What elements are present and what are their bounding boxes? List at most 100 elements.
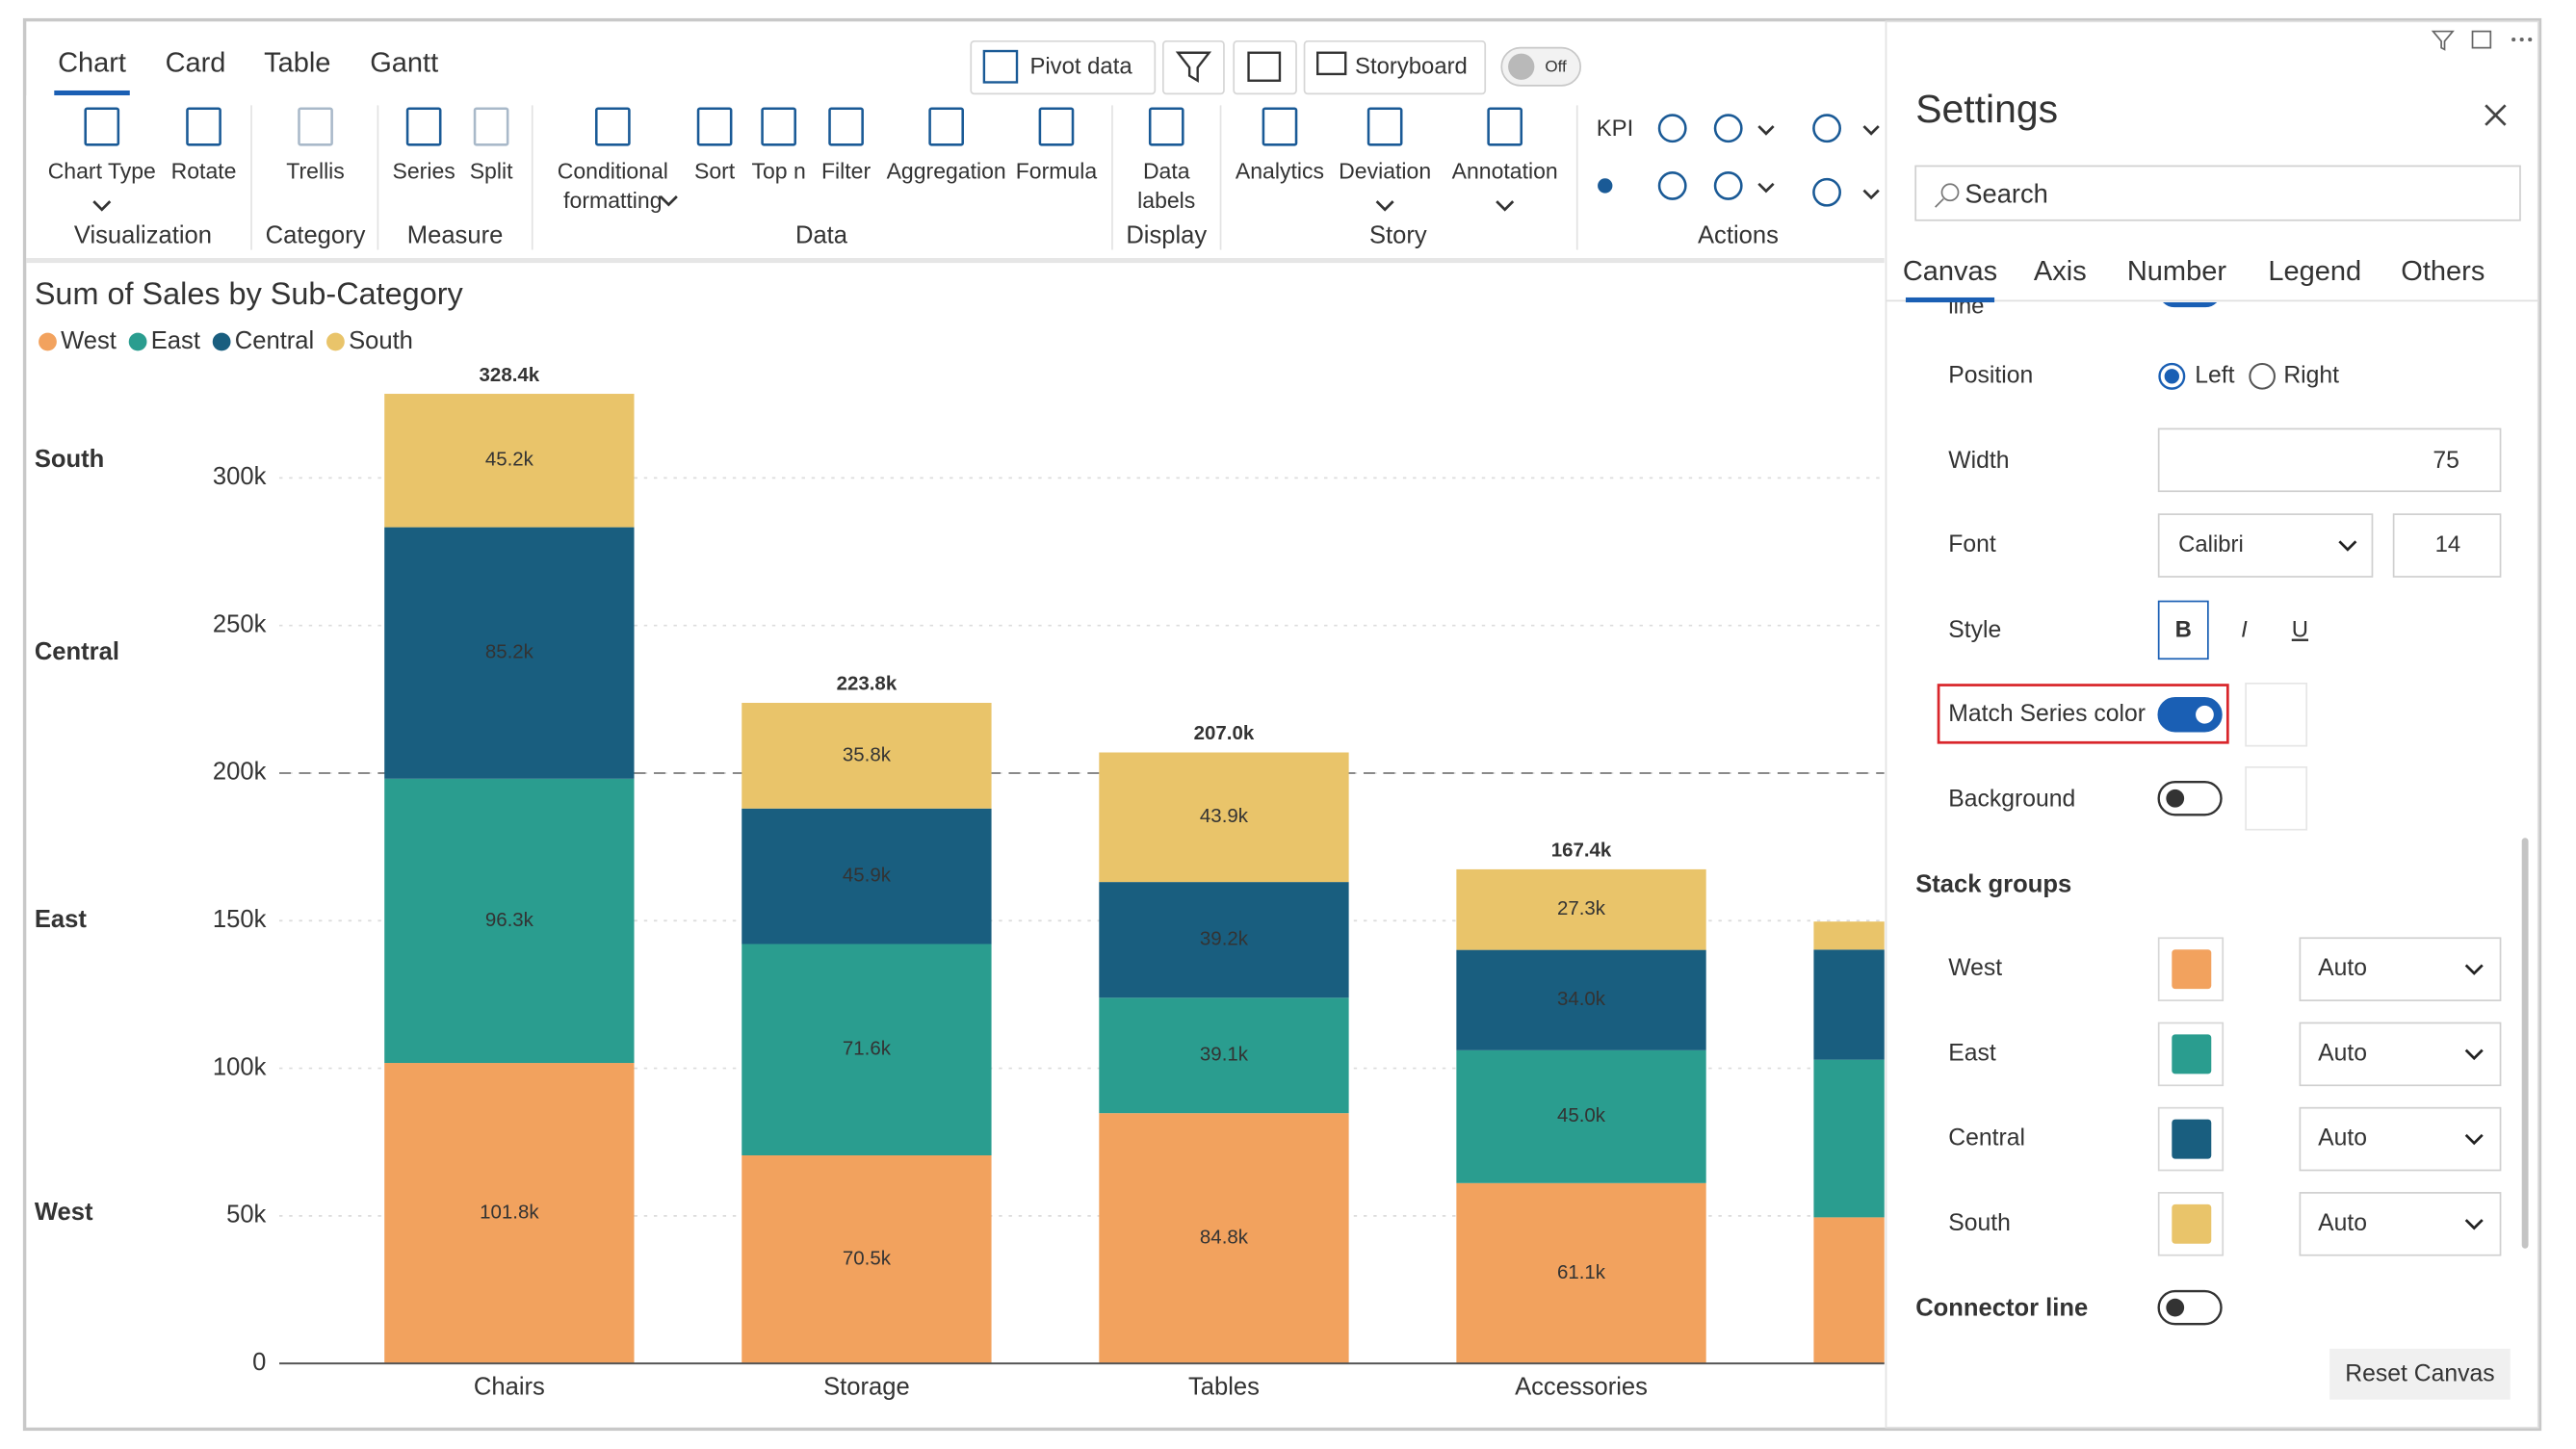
ribbon-label[interactable]: Annotation (1452, 158, 1558, 183)
plot-area: 101.8k 96.3k 85.2k 45.2k 328.4k 70.5k 71.6k 45.… (279, 364, 1885, 1364)
settings-scroll: line Position Left Right Width 75 Font Calibri 1… (1915, 302, 2502, 1326)
settings-tab[interactable]: Others (2401, 256, 2485, 287)
mode-dropdown[interactable] (2299, 1192, 2502, 1256)
ribbon-group-label: Visualization (74, 222, 212, 249)
color-fill (2172, 1203, 2212, 1244)
table-icon (1247, 51, 1282, 82)
ribbon-label[interactable]: Deviation (1339, 158, 1431, 183)
settings-tab[interactable]: Number (2127, 256, 2226, 287)
ribbon-label[interactable]: labels (1137, 188, 1195, 213)
data-label: 70.5k (843, 1247, 892, 1269)
radio-dot (2164, 369, 2180, 384)
color-swatch[interactable] (2245, 766, 2308, 831)
legend-label[interactable]: South (349, 327, 413, 354)
ribbon-icon (928, 107, 964, 146)
reset-button[interactable] (2329, 1348, 2511, 1400)
number-input[interactable] (2157, 427, 2502, 493)
view-tab[interactable]: Card (166, 47, 226, 78)
view-tab[interactable]: Gantt (370, 47, 438, 78)
bar-segment (1099, 997, 1349, 1114)
ribbon-group-label: Actions (1698, 222, 1779, 249)
more-dot (2519, 38, 2524, 42)
mode-dropdown[interactable] (2299, 1022, 2502, 1087)
data-label: 101.8k (480, 1201, 539, 1223)
section-title: Stack groups (1915, 870, 2071, 897)
ribbon-label[interactable]: Top n (751, 158, 805, 183)
reset-label[interactable]: Reset Canvas (2345, 1361, 2494, 1387)
ribbon-shadow (26, 257, 1885, 264)
button-label: Pivot data (1029, 53, 1132, 79)
setting-label: West (1948, 955, 2002, 981)
bar-segment (1099, 752, 1349, 883)
ribbon-label[interactable]: Sort (694, 158, 736, 183)
mode-dropdown[interactable] (2299, 937, 2502, 1001)
data-label: 45.9k (843, 865, 892, 887)
data-label: 39.1k (1200, 1044, 1249, 1066)
toggle-knob (2166, 789, 2185, 808)
ribbon (26, 95, 1885, 258)
ribbon-icon (186, 107, 221, 146)
total-label: 223.8k (837, 673, 898, 695)
ribbon-icon (405, 107, 442, 146)
style-option[interactable]: I (2241, 617, 2248, 643)
search-box[interactable] (1914, 165, 2521, 221)
filter-button[interactable] (1161, 39, 1225, 95)
view-tab[interactable]: Chart (58, 47, 126, 78)
input-value: 75 (2433, 448, 2459, 474)
ribbon-label[interactable]: Aggregation (887, 158, 1006, 183)
style-option[interactable]: B (2175, 617, 2192, 643)
ribbon-icon (828, 107, 864, 146)
ribbon-label[interactable]: Filter (821, 158, 871, 183)
bar-segment (1813, 949, 1885, 1060)
setting-label: Central (1948, 1126, 2025, 1151)
settings-tab[interactable]: Legend (2268, 256, 2361, 287)
style-option[interactable]: U (2292, 617, 2308, 643)
data-label: 45.2k (485, 449, 534, 471)
legend-label[interactable]: Central (235, 327, 314, 354)
bar-segment (1099, 1113, 1349, 1364)
radio-label: Right (2283, 362, 2339, 388)
close-icon[interactable] (2485, 104, 2507, 126)
bar-segment (742, 703, 992, 809)
setting-label: Background (1948, 787, 2075, 813)
settings-tab[interactable]: Canvas (1903, 256, 1997, 287)
settings-tab[interactable]: Axis (2034, 256, 2087, 287)
search-placeholder: Search (1965, 178, 2047, 208)
action-icon (1657, 114, 1687, 143)
dropdown-value: Auto (2318, 1040, 2367, 1066)
ribbon-label[interactable]: Data (1143, 158, 1190, 183)
ribbon-group-label: Measure (407, 222, 504, 249)
ribbon-label[interactable]: Chart Type (48, 158, 156, 183)
settings-title: Settings (1915, 87, 2058, 131)
ribbon-label[interactable]: Formula (1016, 158, 1098, 183)
legend-label[interactable]: West (61, 327, 117, 354)
legend-label[interactable]: East (151, 327, 200, 354)
radio[interactable] (2249, 363, 2276, 390)
ribbon-label[interactable]: Conditional (558, 158, 668, 183)
storyboard-button[interactable] (1303, 39, 1487, 95)
view-tab[interactable]: Table (264, 47, 330, 78)
legend-marker (212, 332, 231, 351)
color-swatch[interactable] (2245, 682, 2308, 747)
ribbon-label[interactable]: Series (393, 158, 455, 183)
ribbon-label[interactable]: Rotate (171, 158, 237, 183)
x-tick-label: Chairs (474, 1373, 545, 1400)
chart-title: Sum of Sales by Sub-Category (35, 276, 464, 311)
font-size-input[interactable] (2392, 513, 2502, 578)
legend-marker (39, 332, 57, 351)
y-tick-label: 300k (213, 463, 267, 490)
font-dropdown[interactable] (2157, 513, 2374, 578)
kpi-label[interactable]: KPI (1597, 116, 1633, 142)
bold-button[interactable] (2157, 600, 2209, 660)
mode-dropdown[interactable] (2299, 1106, 2502, 1172)
ribbon-label[interactable]: formatting (563, 188, 662, 213)
bar-segment (1456, 949, 1706, 1050)
chevron-icon (1757, 125, 1775, 136)
table-button[interactable] (1233, 39, 1297, 95)
y-tick-label: 200k (213, 759, 267, 786)
series-axis-label: South (35, 446, 104, 473)
bar-segment (1456, 1049, 1706, 1183)
ribbon-label[interactable]: Analytics (1236, 158, 1324, 183)
ribbon-icon (1262, 107, 1298, 146)
